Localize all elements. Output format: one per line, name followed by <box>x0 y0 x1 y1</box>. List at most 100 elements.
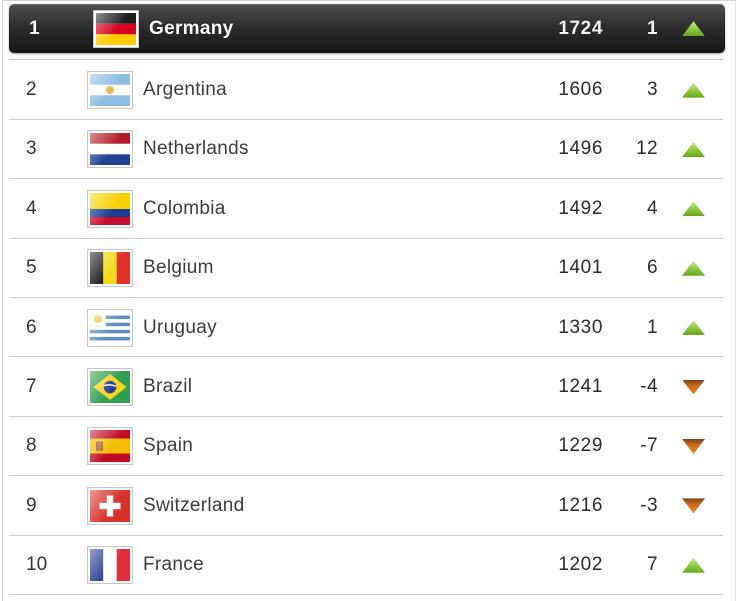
points-cell: 1330 <box>558 316 603 338</box>
row-content: 7 Brazil 1241 -4 <box>3 357 735 416</box>
points-cell: 1496 <box>558 138 603 160</box>
trend-up-icon <box>682 82 705 98</box>
rank-change-cell: 12 <box>636 138 658 160</box>
row-content: 6 Uruguay 1330 1 <box>3 298 735 357</box>
row-content: 9 Switzerland 1216 -3 <box>3 476 735 535</box>
points-cell: 1724 <box>558 17 603 39</box>
down-triangle <box>682 379 705 395</box>
table-row[interactable]: 10 France 1202 7 <box>3 536 735 595</box>
row-separator <box>9 475 723 477</box>
up-triangle <box>682 260 705 276</box>
down-triangle <box>682 498 705 514</box>
country-name: Netherlands <box>143 138 249 160</box>
row-content: 10 France 1202 7 <box>3 536 735 595</box>
points-cell: 1606 <box>558 79 603 101</box>
row-separator <box>9 415 723 417</box>
points-cell: 1492 <box>558 197 603 219</box>
rank-change-cell: -3 <box>640 494 658 516</box>
trend-up-icon <box>682 320 705 336</box>
points-cell: 1216 <box>558 494 603 516</box>
rank-change-cell: 4 <box>647 197 658 219</box>
rank-change-cell: 6 <box>647 257 658 279</box>
table-row[interactable]: 3 Netherlands 1496 12 <box>3 120 735 180</box>
row-separator <box>9 534 723 536</box>
rank-change-cell: 3 <box>647 79 658 101</box>
up-triangle <box>682 201 705 217</box>
up-triangle <box>682 320 705 336</box>
country-name: Uruguay <box>143 316 217 338</box>
points-cell: 1202 <box>558 554 603 576</box>
down-triangle <box>682 438 705 454</box>
flag-icon-es <box>87 427 133 466</box>
rank-cell: 8 <box>26 435 37 457</box>
up-triangle <box>682 557 705 573</box>
up-triangle <box>682 21 705 37</box>
trend-up-icon <box>682 260 705 276</box>
rank-change-cell: -4 <box>640 376 658 398</box>
row-content: 5 Belgium 1401 6 <box>3 239 735 298</box>
row-separator <box>9 118 723 120</box>
row-separator <box>9 59 723 61</box>
table-row[interactable]: 1 Germany 1724 1 <box>3 1 735 61</box>
table-row[interactable]: 5 Belgium 1401 6 <box>3 239 735 298</box>
points-cell: 1229 <box>558 435 603 457</box>
rank-cell: 4 <box>26 197 37 219</box>
rank-cell: 9 <box>26 494 37 516</box>
rank-cell: 7 <box>26 376 37 398</box>
trend-down-icon <box>682 498 705 514</box>
country-name: Colombia <box>143 197 226 219</box>
row-separator <box>9 593 723 595</box>
row-content: 4 Colombia 1492 4 <box>3 179 735 238</box>
up-triangle <box>682 82 705 98</box>
flag-icon-de <box>93 9 139 48</box>
rank-cell: 1 <box>29 17 40 39</box>
flag-icon-uy <box>87 308 133 347</box>
up-triangle <box>682 141 705 157</box>
row-separator <box>9 296 723 298</box>
trend-down-icon <box>682 379 705 395</box>
country-name: Germany <box>149 17 234 39</box>
table-row[interactable]: 7 Brazil 1241 -4 <box>3 357 735 417</box>
table-row[interactable]: 6 Uruguay 1330 1 <box>3 298 735 358</box>
country-name: Switzerland <box>143 494 245 516</box>
country-name: Brazil <box>143 376 193 398</box>
country-name: France <box>143 554 204 576</box>
row-separator <box>9 178 723 180</box>
rank-cell: 6 <box>26 316 37 338</box>
flag-icon-ch <box>87 486 133 525</box>
row-content: 1 Germany 1724 1 <box>9 4 725 54</box>
table-row[interactable]: 8 Spain 1229 -7 <box>3 417 735 477</box>
row-separator <box>9 237 723 239</box>
flag-icon-br <box>87 368 133 407</box>
rank-change-cell: 1 <box>647 316 658 338</box>
flag-icon-nl <box>87 130 133 169</box>
rank-cell: 5 <box>26 257 37 279</box>
rank-cell: 3 <box>26 138 37 160</box>
rank-change-cell: -7 <box>640 435 658 457</box>
trend-up-icon <box>682 557 705 573</box>
rank-cell: 10 <box>26 554 48 576</box>
country-name: Argentina <box>143 79 228 101</box>
row-content: 2 Argentina 1606 3 <box>3 60 735 119</box>
table-row[interactable]: 2 Argentina 1606 3 <box>3 60 735 120</box>
rank-change-cell: 1 <box>647 17 658 39</box>
flag-icon-fr <box>87 546 133 585</box>
trend-down-icon <box>682 438 705 454</box>
flag-icon-co <box>87 189 133 228</box>
row-content: 8 Spain 1229 -7 <box>3 417 735 476</box>
row-content: 3 Netherlands 1496 12 <box>3 120 735 179</box>
trend-up-icon <box>682 141 705 157</box>
flag-icon-ar <box>87 71 133 110</box>
table-row[interactable]: 9 Switzerland 1216 -3 <box>3 476 735 536</box>
rank-change-cell: 7 <box>647 554 658 576</box>
country-name: Spain <box>143 435 194 457</box>
country-name: Belgium <box>143 257 214 279</box>
points-cell: 1241 <box>558 376 603 398</box>
trend-up-icon <box>682 201 705 217</box>
rank-cell: 2 <box>26 79 37 101</box>
table-row[interactable]: 4 Colombia 1492 4 <box>3 179 735 239</box>
row-separator <box>9 356 723 358</box>
flag-icon-be <box>87 249 133 288</box>
